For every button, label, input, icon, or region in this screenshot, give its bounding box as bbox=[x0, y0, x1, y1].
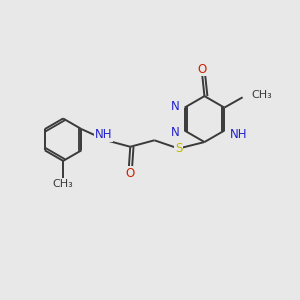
Text: N: N bbox=[170, 125, 179, 139]
Text: N: N bbox=[170, 100, 179, 112]
Text: O: O bbox=[125, 167, 134, 180]
Text: NH: NH bbox=[230, 128, 247, 141]
Text: CH₃: CH₃ bbox=[53, 179, 74, 189]
Text: S: S bbox=[175, 142, 182, 155]
Text: CH₃: CH₃ bbox=[251, 90, 272, 100]
Text: NH: NH bbox=[95, 128, 112, 142]
Text: O: O bbox=[197, 62, 207, 76]
